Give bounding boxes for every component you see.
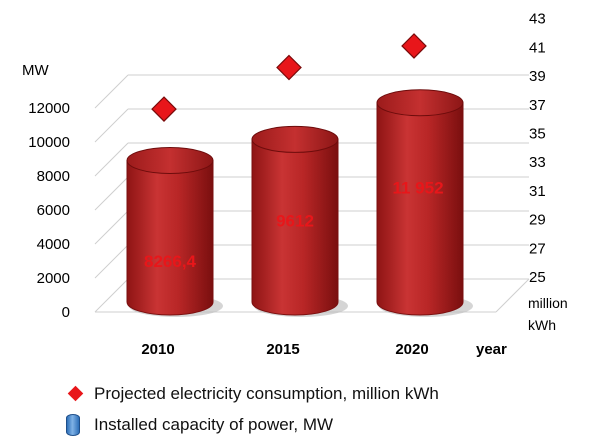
- category-labels: 2010 2015 2020: [141, 341, 428, 358]
- category-label: 2020: [395, 341, 428, 358]
- right-axis-ticks: 25 27 29 31 33 35 37 39 41 43: [529, 11, 546, 286]
- bar: [126, 159, 214, 316]
- bar: [251, 138, 339, 316]
- legend-item-consumption: Projected electricity consumption, milli…: [62, 383, 439, 405]
- gridline-depth: [94, 278, 129, 313]
- consumption-diamond: [276, 54, 302, 81]
- right-tick-label: 39: [529, 68, 546, 85]
- right-tick-label: 25: [529, 269, 546, 286]
- right-tick-label: 41: [529, 39, 546, 56]
- gridline-depth: [94, 176, 129, 211]
- left-tick-label: 0: [62, 304, 70, 321]
- diamond-icon: [62, 383, 94, 405]
- left-axis-ticks: 0 2000 4000 6000 8000 10000 12000: [28, 100, 70, 321]
- right-tick-label: 33: [529, 154, 546, 171]
- category-label: 2015: [266, 341, 299, 358]
- gridline-depth: [94, 210, 129, 245]
- bar-top: [126, 146, 214, 174]
- consumption-diamond: [151, 96, 177, 122]
- left-tick-label: 2000: [37, 270, 70, 287]
- left-tick-label: 8000: [37, 168, 70, 185]
- left-tick-label: 12000: [28, 100, 70, 117]
- right-axis-label-line1: million: [528, 295, 568, 311]
- right-tick-label: 27: [529, 240, 546, 257]
- right-tick-label: 35: [529, 126, 546, 143]
- legend-item-capacity: Installed capacity of power, MW: [62, 414, 333, 436]
- data-label: 11 952: [392, 178, 443, 197]
- bars: 8266,4 9612 11 952: [126, 89, 473, 317]
- left-tick-label: 4000: [37, 236, 70, 253]
- consumption-diamond: [401, 33, 427, 59]
- left-axis-label: MW: [22, 62, 49, 79]
- data-label: 9612: [276, 212, 314, 231]
- left-tick-label: 6000: [37, 202, 70, 219]
- cylinder-icon: [62, 414, 94, 436]
- gridline-depth: [94, 244, 129, 279]
- bar: [376, 102, 464, 316]
- right-tick-label: 31: [529, 183, 546, 200]
- right-tick-label: 29: [529, 212, 546, 229]
- left-tick-label: 10000: [28, 134, 70, 151]
- data-label: 8266,4: [144, 252, 197, 271]
- legend-label-capacity: Installed capacity of power, MW: [94, 415, 334, 434]
- legend-label-consumption: Projected electricity consumption, milli…: [94, 384, 439, 403]
- right-tick-label: 43: [529, 11, 546, 28]
- bar-top: [376, 89, 464, 117]
- right-axis-label-line2: kWh: [528, 317, 556, 333]
- floor-right-edge: [495, 278, 530, 313]
- bar-top: [251, 125, 339, 153]
- gridline-depth: [94, 142, 129, 177]
- gridline-depth: [94, 74, 129, 109]
- category-label: 2010: [141, 341, 174, 358]
- x-axis-unit: year: [476, 341, 507, 358]
- diamonds: [151, 33, 427, 122]
- gridline-depth: [94, 108, 129, 143]
- right-tick-label: 37: [529, 97, 546, 114]
